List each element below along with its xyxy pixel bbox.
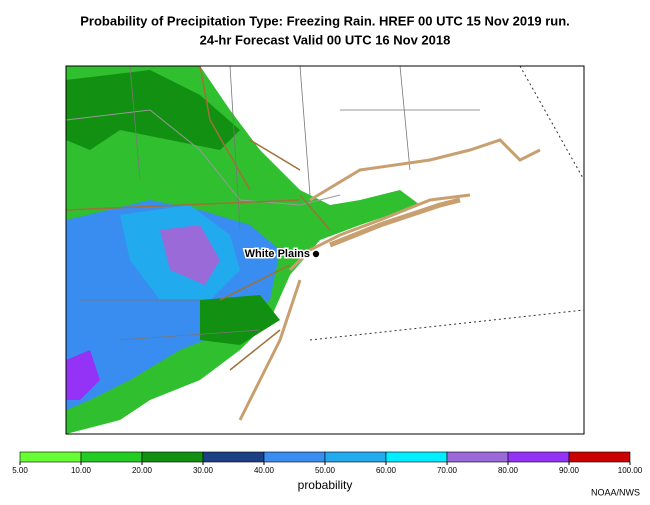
legend-tick-label: 5.00: [12, 466, 28, 475]
credit: NOAA/NWS: [591, 487, 640, 497]
legend: 5.00 10.00 20.00 30.00 40.00 50.00 60.00 70.00 8…: [12, 451, 643, 475]
legend-swatch: [568, 451, 631, 463]
legend-swatch: [324, 451, 387, 463]
legend-label: probability: [298, 478, 353, 492]
legend-swatch: [141, 451, 204, 463]
legend-tick-label: 20.00: [132, 466, 153, 475]
legend-swatch: [202, 451, 265, 463]
legend-tick-label: 100.00: [618, 466, 643, 475]
legend-swatch: [80, 451, 143, 463]
map-frame: [65, 65, 585, 435]
legend-swatch: [446, 451, 509, 463]
legend-tick-label: 30.00: [193, 466, 214, 475]
legend-tick-label: 40.00: [254, 466, 275, 475]
legend-tick-label: 90.00: [559, 466, 580, 475]
legend-swatch: [507, 451, 570, 463]
legend-tick-label: 70.00: [437, 466, 458, 475]
place-label: White Plains: [245, 248, 310, 260]
legend-swatch: [263, 451, 326, 463]
legend-tick-label: 60.00: [376, 466, 397, 475]
subtitle: 24-hr Forecast Valid 00 UTC 16 Nov 2018: [200, 32, 451, 47]
map: White Plains: [66, 66, 584, 434]
legend-tick-label: 10.00: [71, 466, 92, 475]
legend-swatch: [385, 451, 448, 463]
legend-tick-label: 50.00: [315, 466, 336, 475]
legend-swatch: [19, 451, 82, 463]
legend-tick-label: 80.00: [498, 466, 519, 475]
title: Probability of Precipitation Type: Freez…: [80, 13, 570, 28]
